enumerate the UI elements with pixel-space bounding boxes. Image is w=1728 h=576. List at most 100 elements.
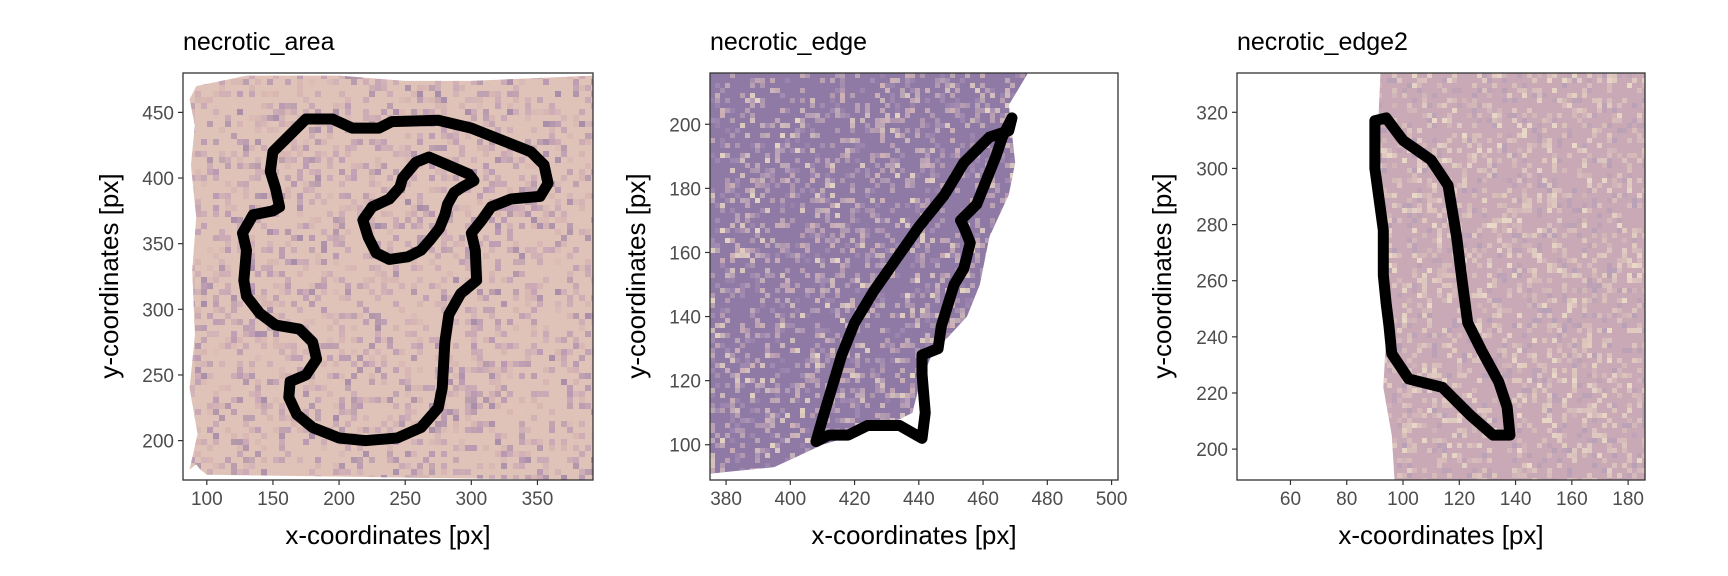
tissue-pixel <box>790 223 795 228</box>
tissue-pixel <box>970 108 975 113</box>
tissue-pixel <box>785 163 790 168</box>
tissue-pixel <box>710 303 715 308</box>
tissue-pixel <box>955 108 960 113</box>
tissue-pixel <box>255 403 261 409</box>
tissue-pixel <box>810 323 815 328</box>
tissue-pixel <box>333 277 339 283</box>
tissue-pixel <box>785 328 790 333</box>
tissue-pixel <box>369 343 375 349</box>
tissue-pixel <box>1020 203 1025 208</box>
tissue-pixel <box>1060 203 1065 208</box>
tissue-pixel <box>1055 248 1060 253</box>
tissue-pixel <box>800 428 805 433</box>
tissue-pixel <box>315 175 321 181</box>
tissue-pixel <box>970 98 975 103</box>
tissue-pixel <box>1110 98 1115 103</box>
tissue-pixel <box>471 217 477 223</box>
tissue-pixel <box>745 243 750 248</box>
tissue-pixel <box>351 265 357 271</box>
tissue-pixel <box>1020 303 1025 308</box>
tissue-pixel <box>297 175 303 181</box>
tissue-pixel <box>960 348 965 353</box>
tissue-pixel <box>710 353 715 358</box>
tissue-pixel <box>960 368 965 373</box>
tissue-pixel <box>790 268 795 273</box>
tissue-pixel <box>1035 243 1040 248</box>
tissue-pixel <box>795 243 800 248</box>
tissue-pixel <box>1040 208 1045 213</box>
tissue-pixel <box>495 235 501 241</box>
tissue-pixel <box>770 363 775 368</box>
tissue-pixel <box>435 433 441 439</box>
tissue-pixel <box>880 403 885 408</box>
tissue-pixel <box>507 187 513 193</box>
tissue-pixel <box>720 403 725 408</box>
tissue-pixel <box>327 337 333 343</box>
tissue-pixel <box>895 438 900 443</box>
tissue-pixel <box>591 217 593 223</box>
tissue-pixel <box>940 253 945 258</box>
tissue-pixel <box>895 203 900 208</box>
tissue-pixel <box>985 238 990 243</box>
tissue-pixel <box>495 181 501 187</box>
tissue-pixel <box>830 163 835 168</box>
tissue-pixel <box>765 133 770 138</box>
tissue-pixel <box>375 325 381 331</box>
tissue-pixel <box>980 283 985 288</box>
tissue-pixel <box>720 203 725 208</box>
tissue-pixel <box>447 235 453 241</box>
tissue-pixel <box>765 428 770 433</box>
tissue-pixel <box>800 203 805 208</box>
tissue-pixel <box>381 379 387 385</box>
tissue-pixel <box>985 283 990 288</box>
tissue-pixel <box>995 278 1000 283</box>
tissue-pixel <box>213 75 219 79</box>
tissue-pixel <box>303 289 309 295</box>
tissue-pixel <box>945 93 950 98</box>
tissue-pixel <box>815 263 820 268</box>
tissue-pixel <box>880 148 885 153</box>
tissue-pixel <box>1070 138 1075 143</box>
tissue-pixel <box>1085 418 1090 423</box>
tissue-pixel <box>825 158 830 163</box>
tissue-pixel <box>930 223 935 228</box>
tissue-pixel <box>1010 303 1015 308</box>
tissue-pixel <box>249 427 255 433</box>
tissue-pixel <box>840 178 845 183</box>
tissue-pixel <box>1045 228 1050 233</box>
tissue-pixel <box>1085 308 1090 313</box>
tissue-pixel <box>1010 378 1015 383</box>
tissue-pixel <box>525 475 531 480</box>
tissue-pixel <box>207 121 213 127</box>
tissue-pixel <box>1030 448 1035 453</box>
tissue-pixel <box>381 145 387 151</box>
tissue-pixel <box>423 295 429 301</box>
tissue-pixel <box>865 348 870 353</box>
tissue-pixel <box>745 338 750 343</box>
tissue-pixel <box>925 308 930 313</box>
tissue-pixel <box>900 138 905 143</box>
tissue-pixel <box>453 409 459 415</box>
tissue-pixel <box>1010 83 1015 88</box>
tissue-pixel <box>393 223 399 229</box>
tissue-pixel <box>261 439 267 445</box>
tissue-pixel <box>770 123 775 128</box>
tissue-pixel <box>495 439 501 445</box>
tissue-pixel <box>1030 83 1035 88</box>
tissue-pixel <box>760 208 765 213</box>
tissue-pixel <box>267 337 273 343</box>
tissue-pixel <box>1075 303 1080 308</box>
tissue-pixel <box>459 409 465 415</box>
tissue-pixel <box>715 93 720 98</box>
tissue-pixel <box>585 85 591 91</box>
tissue-pixel <box>780 323 785 328</box>
tissue-pixel <box>1085 408 1090 413</box>
tissue-pixel <box>725 423 730 428</box>
tissue-pixel <box>715 373 720 378</box>
tissue-pixel <box>915 88 920 93</box>
tissue-pixel <box>1040 273 1045 278</box>
tissue-pixel <box>531 325 537 331</box>
tissue-pixel <box>890 348 895 353</box>
tissue-pixel <box>543 475 549 480</box>
tissue-pixel <box>990 233 995 238</box>
